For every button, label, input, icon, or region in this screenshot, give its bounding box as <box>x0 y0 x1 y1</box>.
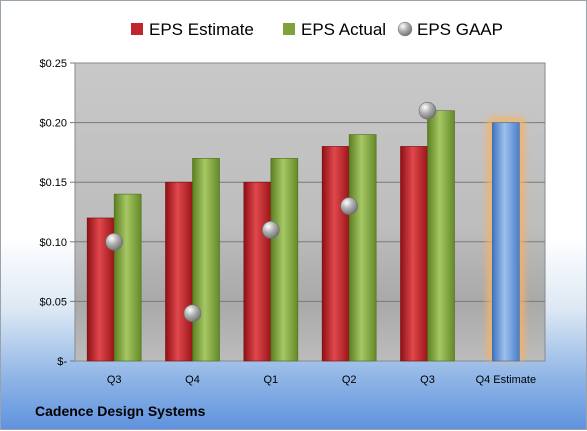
x-tick-label: Q4 Estimate <box>476 374 537 386</box>
legend-label: EPS Actual <box>301 20 386 39</box>
eps-actual-bar <box>192 158 220 362</box>
eps-gaap-marker <box>105 233 123 251</box>
eps-forecast-bar <box>492 122 520 362</box>
legend-label: EPS Estimate <box>149 20 254 39</box>
x-axis: Q3 Q4 Q1 Q2 Q3 Q4 Estimate <box>107 374 536 386</box>
y-tick-label: $0.25 <box>39 58 67 70</box>
eps-actual-bar <box>113 193 142 362</box>
legend-swatch <box>131 23 143 35</box>
eps-estimate-bar <box>243 181 272 362</box>
x-tick-label: Q2 <box>342 374 357 386</box>
x-tick-label: Q1 <box>263 374 278 386</box>
legend-swatch-eps-gaap <box>397 21 413 37</box>
y-tick-label: $0.05 <box>39 296 67 308</box>
gaap-markers <box>105 101 437 323</box>
y-tick-label: $- <box>57 356 67 368</box>
x-tick-label: Q4 <box>185 374 200 386</box>
eps-gaap-marker <box>340 197 358 215</box>
legend-label: EPS GAAP <box>417 20 503 39</box>
y-tick-label: $0.15 <box>39 177 67 189</box>
x-tick-label: Q3 <box>107 374 122 386</box>
gridlines <box>75 122 545 302</box>
bars <box>86 110 526 362</box>
eps-gaap-marker <box>418 101 437 120</box>
eps-actual-bar <box>270 158 299 362</box>
y-tick-label: $0.10 <box>39 237 67 249</box>
company-name: Cadence Design Systems <box>35 403 206 419</box>
eps-estimate-bar <box>321 146 350 362</box>
eps-actual-bar <box>348 134 377 362</box>
legend: EPS Estimate EPS Actual EPS GAAP <box>131 20 503 39</box>
eps-gaap-marker <box>262 221 280 239</box>
x-tick-label: Q3 <box>420 374 435 386</box>
eps-estimate-bar <box>400 146 428 362</box>
legend-swatch <box>283 23 295 35</box>
eps-gaap-marker <box>183 304 202 323</box>
plot-area <box>74 62 546 362</box>
eps-estimate-bar <box>165 181 193 362</box>
y-tick-label: $0.20 <box>39 118 67 130</box>
eps-actual-bar <box>427 110 455 362</box>
y-axis: $- $0.05 $0.10 $0.15 $0.20 $0.25 <box>39 58 75 368</box>
